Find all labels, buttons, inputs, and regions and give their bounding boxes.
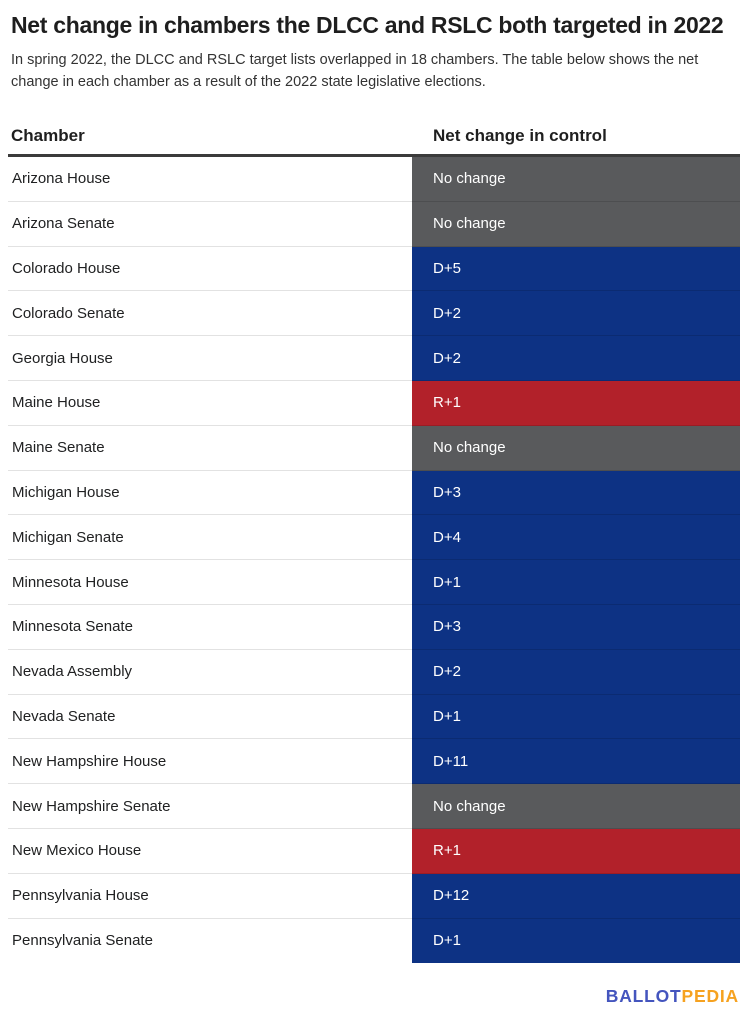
table-body: Arizona House No change Arizona Senate No c… — [8, 157, 740, 964]
net-change-cell: R+1 — [412, 380, 740, 426]
net-change-cell: D+1 — [412, 694, 740, 740]
net-change-cell: D+3 — [412, 604, 740, 650]
net-change-cell: D+4 — [412, 515, 740, 561]
column-header-net-change: Net change in control — [433, 126, 607, 145]
table-row: Colorado House D+5 — [8, 246, 740, 292]
content: Net change in chambers the DLCC and RSLC… — [8, 0, 740, 964]
table-row: Nevada Assembly D+2 — [8, 649, 740, 695]
net-change-cell: D+1 — [412, 918, 740, 964]
table-row: Arizona House No change — [8, 157, 740, 202]
chamber-cell: Nevada Assembly — [8, 650, 412, 695]
table-row: Minnesota House D+1 — [8, 560, 740, 605]
net-change-cell: R+1 — [412, 828, 740, 874]
net-change-cell: No change — [412, 425, 740, 471]
net-change-cell: D+1 — [412, 560, 740, 605]
chamber-cell: Maine Senate — [8, 426, 412, 471]
chamber-cell: Pennsylvania Senate — [12, 932, 153, 950]
table-row: Pennsylvania House D+12 — [8, 873, 740, 919]
chamber-cell: Arizona House — [8, 157, 412, 202]
table-row: New Mexico House R+1 — [8, 828, 740, 874]
net-change-cell: D+2 — [412, 649, 740, 695]
chamber-cell: Pennsylvania House — [8, 874, 412, 919]
table-row: New Hampshire Senate No change — [8, 784, 740, 829]
net-change-cell: D+11 — [412, 739, 740, 785]
ballotpedia-logo: BALLOTPEDIA — [606, 986, 739, 1007]
chamber-cell: Michigan Senate — [8, 515, 412, 561]
net-change-cell: No change — [412, 201, 740, 247]
net-change-cell: D+2 — [412, 336, 740, 381]
table-row: New Hampshire House D+11 — [8, 739, 740, 785]
chamber-cell: New Hampshire House — [8, 739, 412, 785]
page-subtitle: In spring 2022, the DLCC and RSLC target… — [11, 52, 699, 90]
chamber-cell: Maine House — [8, 381, 412, 426]
table-row: Maine Senate No change — [8, 425, 740, 471]
net-change-cell: No change — [412, 784, 740, 829]
chamber-cell: New Mexico House — [8, 829, 412, 874]
table-row: Georgia House D+2 — [8, 336, 740, 381]
table-row: Colorado Senate D+2 — [8, 291, 740, 337]
table-row: Michigan Senate D+4 — [8, 515, 740, 561]
net-change-cell: D+3 — [412, 470, 740, 516]
chamber-cell: Minnesota House — [8, 560, 412, 605]
chamber-cell: Georgia House — [8, 336, 412, 381]
net-change-cell: No change — [412, 157, 740, 202]
chamber-cell: Colorado House — [8, 247, 412, 292]
chamber-cell: Arizona Senate — [8, 202, 412, 247]
net-change-cell: D+5 — [412, 246, 740, 292]
table-row: Michigan House D+3 — [8, 470, 740, 516]
logo-text-ballot: BALLOT — [605, 986, 682, 1006]
table-row: Arizona Senate No change — [8, 201, 740, 247]
table-row: Pennsylvania Senate D+1 — [8, 918, 740, 964]
net-change-cell: D+12 — [412, 873, 740, 919]
chamber-cell: Nevada Senate — [8, 695, 412, 740]
chamber-cell: Minnesota Senate — [8, 605, 412, 650]
table-header-row: Chamber Net change in control — [8, 126, 740, 157]
chamber-cell: Michigan House — [8, 471, 412, 516]
chamber-cell: New Hampshire Senate — [8, 784, 412, 829]
logo-text-pedia: PEDIA — [681, 986, 739, 1006]
page-title: Net change in chambers the DLCC and RSLC… — [11, 12, 724, 38]
column-header-chamber: Chamber — [11, 126, 85, 145]
chamber-cell: Colorado Senate — [8, 291, 412, 337]
table-row: Nevada Senate D+1 — [8, 694, 740, 740]
table-row: Maine House R+1 — [8, 380, 740, 426]
net-change-cell: D+2 — [412, 291, 740, 337]
table-row: Minnesota Senate D+3 — [8, 604, 740, 650]
